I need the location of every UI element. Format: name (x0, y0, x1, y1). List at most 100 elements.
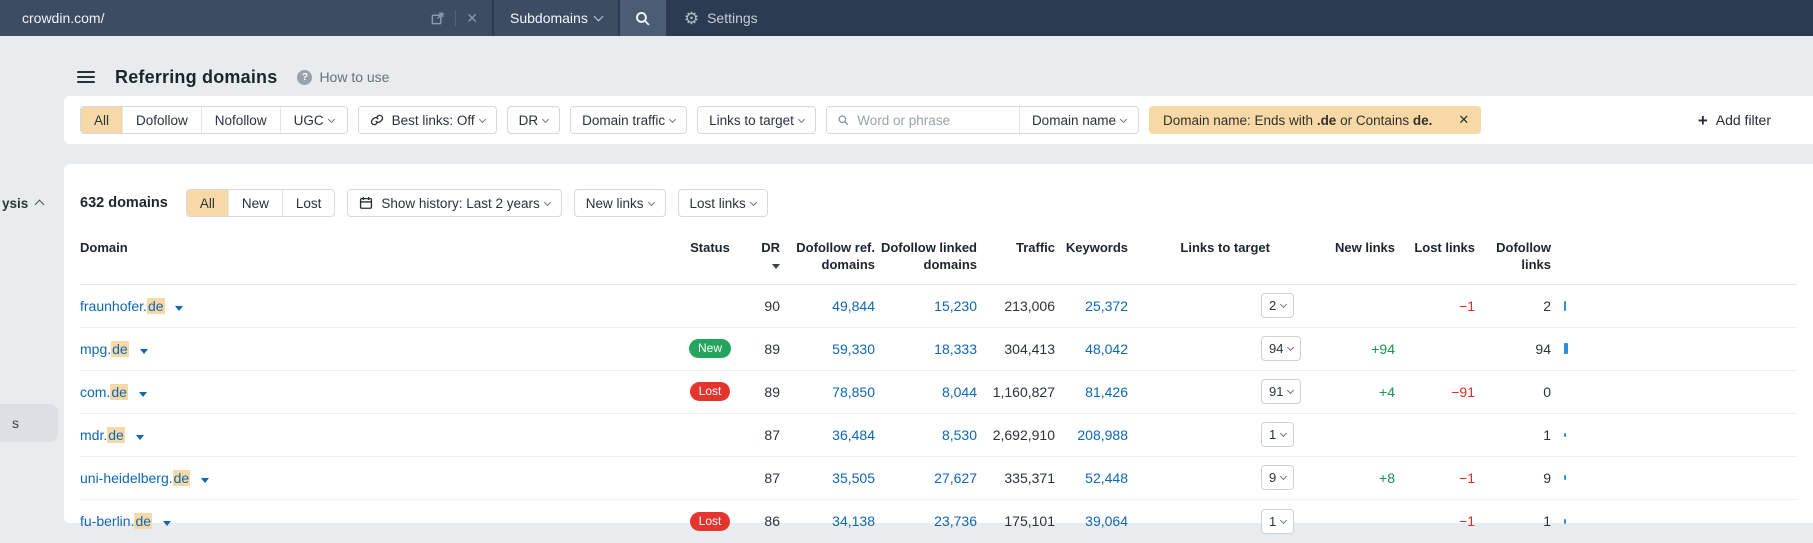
col-dofollow-linked[interactable]: Dofollow linked domains (880, 240, 977, 272)
keywords-cell[interactable]: 39,064 (1085, 513, 1128, 530)
word-search-input[interactable] (857, 112, 1009, 128)
show-history-dropdown[interactable]: Show history: Last 2 years (347, 189, 562, 217)
links-to-target-filter[interactable]: Links to target (697, 106, 816, 134)
domain-expand-icon[interactable] (162, 521, 171, 527)
col-dofollow-links[interactable]: Dofollow links (1496, 240, 1551, 272)
links-to-target-select[interactable]: 2 (1261, 293, 1295, 319)
tab-ugc[interactable]: UGC (279, 107, 347, 133)
chevron-down-icon (797, 115, 805, 123)
lost-links-dropdown[interactable]: Lost links (677, 189, 768, 217)
domain-traffic-filter[interactable]: Domain traffic (570, 106, 688, 134)
target-url[interactable]: crowdin.com/ (22, 10, 105, 26)
col-links-to-target[interactable]: Links to target (1180, 240, 1270, 255)
scope-label: Subdomains (510, 10, 588, 26)
lost-links-cell: −91 (1451, 383, 1475, 400)
col-domain[interactable]: Domain (80, 240, 128, 255)
menu-icon[interactable] (77, 71, 95, 83)
dofollow-linked-cell[interactable]: 15,230 (934, 297, 977, 314)
domain-expand-icon[interactable] (139, 348, 148, 354)
links-to-target-select[interactable]: 94 (1261, 336, 1302, 362)
keywords-cell[interactable]: 208,988 (1077, 426, 1128, 443)
keywords-cell[interactable]: 52,448 (1085, 469, 1128, 486)
status-tab-all[interactable]: All (186, 190, 228, 216)
search-scope-dropdown[interactable]: Domain name (1018, 107, 1138, 133)
col-dr[interactable]: DR (750, 240, 780, 274)
chevron-down-icon (542, 115, 550, 123)
dofollow-linked-cell[interactable]: 8,044 (941, 383, 977, 400)
domain-link[interactable]: fu-berlin.de (80, 513, 153, 530)
domain-expand-icon[interactable] (175, 305, 184, 311)
domain-link[interactable]: com.de (80, 383, 128, 400)
status-cell: New (670, 339, 750, 359)
links-to-target-select[interactable]: 1 (1261, 422, 1295, 448)
dofollow-ref-cell[interactable]: 78,850 (832, 383, 875, 400)
keywords-cell[interactable]: 48,042 (1085, 340, 1128, 357)
keywords-cell[interactable]: 25,372 (1085, 297, 1128, 314)
keywords-cell[interactable]: 81,426 (1085, 383, 1128, 400)
chevron-down-icon (1119, 115, 1128, 123)
external-link-icon[interactable] (430, 11, 445, 26)
domain-link[interactable]: uni-heidelberg.de (80, 469, 191, 486)
dofollow-linked-cell[interactable]: 8,530 (941, 426, 977, 443)
scope-dropdown[interactable]: Subdomains (494, 0, 618, 36)
dofollow-linked-cell[interactable]: 27,627 (934, 469, 977, 486)
sidebar-item-partial[interactable]: s (0, 404, 58, 442)
links-to-target-select[interactable]: 9 (1261, 465, 1295, 491)
settings-label: Settings (707, 10, 758, 26)
domain-expand-icon[interactable] (138, 391, 147, 397)
col-new-links[interactable]: New links (1335, 240, 1395, 255)
sort-desc-icon (772, 263, 780, 269)
tab-dofollow[interactable]: Dofollow (122, 107, 201, 133)
col-status[interactable]: Status (690, 240, 730, 255)
sidebar-section-partial[interactable]: ysis (2, 196, 45, 211)
rel-filter-tabs: All Dofollow Nofollow UGC (80, 106, 348, 134)
how-to-use-link[interactable]: ? How to use (297, 69, 389, 85)
dofollow-ref-cell[interactable]: 49,844 (832, 297, 875, 314)
links-to-target-label: Links to target (709, 112, 794, 128)
dofollow-ref-cell[interactable]: 34,138 (832, 513, 875, 530)
col-traffic[interactable]: Traffic (1015, 240, 1055, 255)
word-search-control: Domain name (825, 106, 1139, 134)
clear-icon[interactable]: ✕ (466, 9, 478, 26)
word-search-field[interactable] (827, 107, 1019, 133)
dofollow-linked-cell[interactable]: 18,333 (934, 340, 977, 357)
domain-expand-icon[interactable] (135, 434, 144, 440)
target-input[interactable]: crowdin.com/ ✕ (0, 0, 492, 36)
col-lost-links[interactable]: Lost links (1414, 240, 1475, 255)
col-keywords[interactable]: Keywords (1065, 240, 1128, 255)
dofollow-links-sparkline (1551, 414, 1575, 456)
col-dofollow-ref[interactable]: Dofollow ref. domains (796, 240, 875, 272)
col-dr-label: DR (761, 240, 780, 255)
settings-button[interactable]: ⚙ Settings (684, 0, 758, 36)
status-badge: New (688, 339, 731, 359)
chevron-down-icon (593, 11, 604, 22)
links-to-target-select[interactable]: 1 (1261, 508, 1295, 534)
best-links-filter[interactable]: Best links: Off (357, 106, 497, 134)
dofollow-ref-cell[interactable]: 35,505 (832, 469, 875, 486)
tab-all[interactable]: All (81, 107, 123, 133)
links-to-target-select[interactable]: 91 (1261, 379, 1302, 405)
results-toolbar: 632 domains All New Lost Show history: L… (80, 188, 1797, 218)
domain-link[interactable]: mdr.de (80, 426, 125, 443)
chevron-down-icon (1280, 473, 1288, 481)
chevron-down-icon (1280, 430, 1288, 438)
dofollow-ref-cell[interactable]: 36,484 (832, 426, 875, 443)
chip-part-bold: .de (1316, 112, 1337, 128)
remove-filter-icon[interactable]: ✕ (1458, 112, 1470, 127)
status-tab-new[interactable]: New (227, 190, 282, 216)
domain-link[interactable]: fraunhofer.de (80, 297, 165, 314)
domain-expand-icon[interactable] (201, 477, 210, 483)
dr-filter[interactable]: DR (506, 106, 561, 134)
dofollow-linked-cell[interactable]: 23,736 (934, 513, 977, 530)
search-button[interactable] (619, 0, 666, 36)
tab-nofollow[interactable]: Nofollow (200, 107, 280, 133)
new-links-dropdown[interactable]: New links (573, 189, 666, 217)
domain-link[interactable]: mpg.de (80, 340, 129, 357)
links-to-target-value: 94 (1269, 341, 1284, 357)
dofollow-ref-cell[interactable]: 59,330 (832, 340, 875, 357)
status-tab-lost[interactable]: Lost (281, 190, 335, 216)
active-filter-text[interactable]: Domain name: Ends with .de or Contains d… (1149, 106, 1446, 134)
lost-links-cell: −1 (1459, 297, 1475, 314)
add-filter-button[interactable]: + Add filter (1698, 112, 1771, 129)
